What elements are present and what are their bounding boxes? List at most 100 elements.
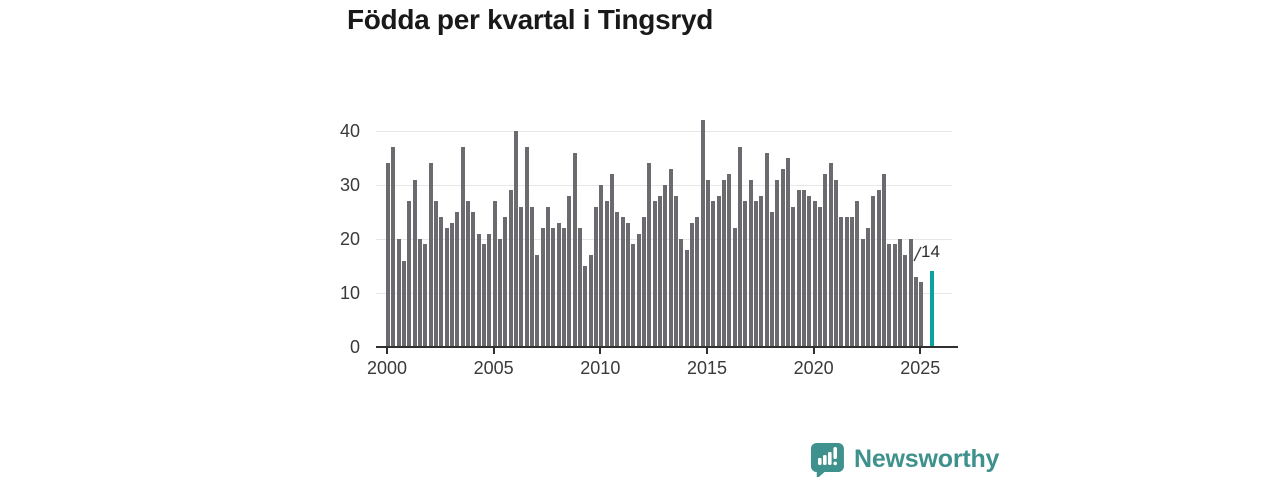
bar [466,201,470,347]
bar [860,239,865,347]
bar [513,131,518,347]
bar [481,244,486,347]
y-tick-label: 40 [339,121,360,141]
bar [412,179,417,347]
bar [540,228,545,347]
bar [487,233,492,347]
bar [609,174,614,347]
bar [434,201,438,347]
bar [545,206,550,347]
bar [423,244,428,347]
bar [839,217,844,347]
bar [519,206,524,347]
bar [785,158,790,347]
bar [679,239,684,347]
bar [801,190,806,347]
bar [812,201,817,347]
bar [647,163,652,347]
highlight-leader-line [913,246,922,262]
bar [418,239,422,347]
bar [871,195,876,347]
bar [753,201,758,347]
bar [556,222,561,347]
bar [689,222,694,347]
bar [620,217,625,347]
bar [402,260,406,347]
newsworthy-logo: Newsworthy [810,441,999,477]
newsworthy-icon [810,442,844,477]
bar [572,152,577,347]
bar [663,185,668,347]
bar [407,201,412,347]
bar [455,212,460,347]
bar [450,222,454,347]
x-tick-label: 2025 [900,358,941,378]
x-tick-mark [386,347,388,354]
bar [796,190,801,347]
bar [391,147,396,347]
x-tick-mark [599,347,602,354]
x-tick-mark [705,347,708,354]
bar [833,179,838,347]
bar [775,179,780,347]
x-tick-label: 2010 [580,358,621,378]
bar [444,228,449,347]
bar [764,152,769,347]
bar [460,147,465,347]
y-tick-label: 10 [339,283,360,303]
bar [817,206,822,347]
bar [492,201,497,347]
bar [657,195,662,347]
bar [503,217,508,347]
bar [700,120,705,347]
bar [673,195,678,347]
bar [844,217,849,347]
x-tick-mark [812,347,815,354]
bar [823,174,828,347]
highlight-bar [929,271,934,347]
bar [721,179,726,347]
bar [439,217,444,347]
y-tick-label: 0 [349,337,360,357]
y-tick-label: 20 [339,229,360,249]
bar [684,249,689,347]
bar [897,239,902,347]
bar [711,201,716,347]
bar [551,228,556,347]
bar [599,185,604,347]
bar [892,244,897,347]
x-tick-mark [919,347,922,354]
newsworthy-wordmark: Newsworthy [854,444,1000,473]
bar [695,217,700,347]
bar [737,147,742,347]
bar [855,201,860,347]
bar [396,239,401,347]
bar [807,195,812,347]
bar [535,255,540,347]
bar [759,195,764,347]
bar [732,228,737,347]
bar [849,217,854,347]
bar [471,212,476,347]
bar [625,222,630,347]
bar [876,190,881,347]
highlight-value-label: 14 [921,242,940,261]
bar [567,195,572,347]
bar [743,201,748,347]
x-axis-line [376,346,958,348]
chart-title: Födda per kvartal i Tingsryd [346,4,714,35]
bar [588,255,593,347]
bar [727,174,732,347]
bar [668,168,673,347]
bar [529,206,534,347]
bar [636,233,641,347]
bar [561,228,566,347]
bar [908,239,913,347]
gridline [376,131,952,132]
x-tick-label: 2005 [473,358,514,378]
y-tick-label: 30 [339,175,360,195]
bar [705,179,710,347]
bar [615,212,620,347]
